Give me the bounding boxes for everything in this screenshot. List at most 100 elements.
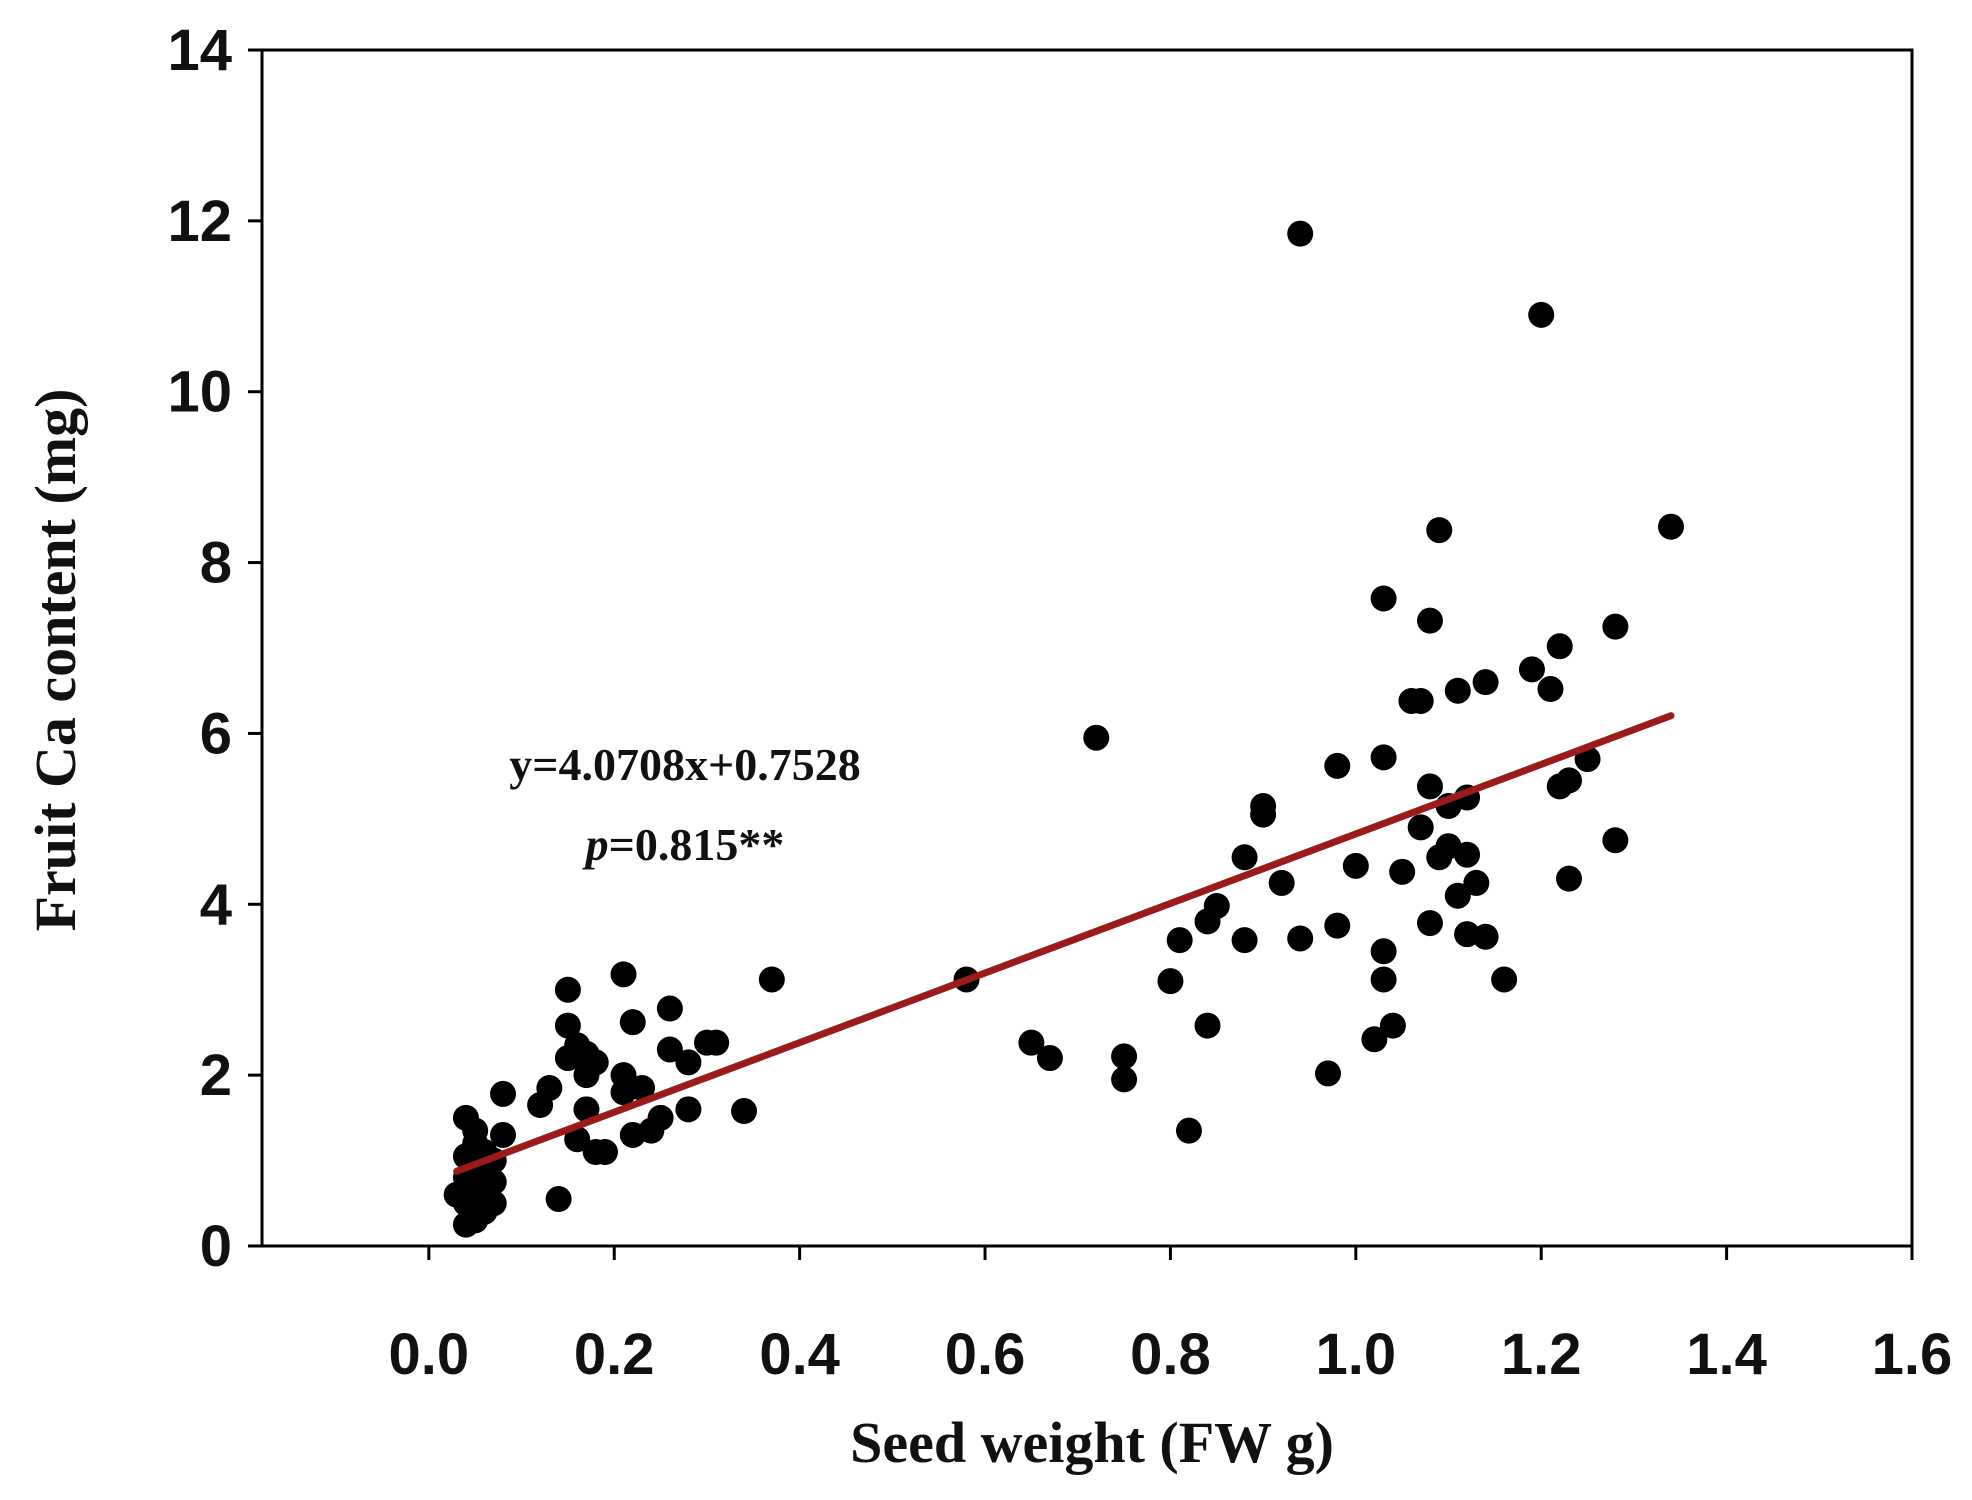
data-point <box>1472 669 1499 696</box>
y-tick-label: 0 <box>200 1214 232 1279</box>
data-point <box>1407 814 1434 841</box>
data-point <box>629 1074 656 1101</box>
data-point <box>490 1080 517 1107</box>
data-point <box>1389 858 1416 885</box>
data-point <box>573 1096 600 1123</box>
data-point <box>1407 687 1434 714</box>
data-point <box>1231 844 1258 871</box>
data-point <box>1315 1060 1342 1087</box>
data-point <box>1203 892 1230 919</box>
y-tick-label: 8 <box>200 531 232 596</box>
data-point <box>731 1098 758 1125</box>
x-tick-label: 1.0 <box>1315 1322 1396 1387</box>
correlation-statistic: p=0.815** <box>582 819 785 870</box>
data-points <box>443 220 1684 1238</box>
data-point <box>1287 925 1314 952</box>
data-point <box>1370 938 1397 965</box>
plot-area <box>260 48 1914 1248</box>
data-point <box>1111 1066 1138 1093</box>
data-point <box>1472 923 1499 950</box>
stat-symbol: p <box>582 819 609 870</box>
data-point <box>1416 910 1443 937</box>
data-point <box>1454 841 1481 868</box>
data-point <box>619 1009 646 1036</box>
x-axis-title: Seed weight (FW g) <box>850 1410 1334 1475</box>
data-point <box>545 1186 572 1213</box>
data-point <box>1379 1012 1406 1039</box>
data-point <box>656 995 683 1022</box>
data-point <box>1250 793 1277 820</box>
data-point <box>554 1012 581 1039</box>
x-tick-label: 1.2 <box>1501 1322 1582 1387</box>
regression-equation: y=4.0708x+0.7528 <box>509 739 860 790</box>
data-point <box>675 1096 702 1123</box>
data-point <box>1268 869 1295 896</box>
y-tick-label: 10 <box>167 360 232 425</box>
data-point <box>1556 767 1583 794</box>
data-point <box>1194 1012 1221 1039</box>
data-point <box>1426 517 1453 544</box>
data-point <box>1518 656 1545 683</box>
data-point <box>1342 852 1369 879</box>
data-point <box>1602 827 1629 854</box>
data-point <box>591 1139 618 1166</box>
data-point <box>1287 220 1314 247</box>
data-point <box>610 961 637 988</box>
data-point <box>1657 513 1684 540</box>
y-axis: 0 2 4 6 8 10 12 14 <box>167 18 262 1279</box>
y-tick-label: 6 <box>200 701 232 766</box>
data-point <box>1537 676 1564 703</box>
x-tick-label: 1.6 <box>1872 1322 1953 1387</box>
data-point <box>1361 1026 1388 1053</box>
data-point <box>1370 966 1397 993</box>
x-tick-label: 0.4 <box>759 1322 840 1387</box>
data-point <box>582 1049 609 1076</box>
data-point <box>1231 927 1258 954</box>
data-point <box>1556 865 1583 892</box>
data-point <box>1018 1029 1045 1056</box>
data-point <box>1491 966 1518 993</box>
data-point <box>564 1126 591 1153</box>
data-point <box>1166 927 1193 954</box>
data-point <box>758 966 785 993</box>
data-point <box>554 976 581 1003</box>
data-point <box>1157 968 1184 995</box>
y-tick-label: 14 <box>167 18 232 83</box>
data-point <box>1324 912 1351 939</box>
regression-line <box>453 712 1675 1175</box>
data-point <box>656 1036 683 1063</box>
data-point <box>490 1121 517 1148</box>
stat-value: =0.815** <box>609 819 785 870</box>
y-axis-title: Fruit Ca content (mg) <box>23 389 88 932</box>
data-point <box>1083 724 1110 751</box>
x-tick-label: 0.0 <box>389 1322 470 1387</box>
x-tick-label: 0.6 <box>945 1322 1026 1387</box>
data-point <box>1416 607 1443 634</box>
data-point <box>480 1190 507 1217</box>
data-point <box>1444 882 1471 909</box>
data-point <box>610 1062 637 1089</box>
x-axis: 0.0 0.2 0.4 0.6 0.8 1.0 1.2 1.4 1.6 <box>389 1246 1953 1387</box>
data-point <box>675 1049 702 1076</box>
data-point <box>1370 744 1397 771</box>
data-point <box>1463 869 1490 896</box>
x-tick-label: 0.2 <box>574 1322 655 1387</box>
data-point <box>536 1074 563 1101</box>
data-point <box>703 1029 730 1056</box>
y-tick-label: 2 <box>200 1043 232 1108</box>
data-point <box>1370 585 1397 612</box>
data-point <box>1324 752 1351 779</box>
regression-annotation: y=4.0708x+0.7528 p=0.815** <box>509 739 860 870</box>
data-point <box>1444 677 1471 704</box>
data-point <box>1036 1045 1063 1072</box>
plot-frame <box>260 48 1914 1248</box>
data-point <box>1416 773 1443 800</box>
data-point <box>480 1168 507 1195</box>
data-point <box>462 1117 489 1144</box>
x-tick-label: 0.8 <box>1130 1322 1211 1387</box>
data-point <box>1546 633 1573 660</box>
y-tick-label: 4 <box>200 872 232 937</box>
y-tick-label: 12 <box>167 189 232 254</box>
data-point <box>1111 1043 1138 1070</box>
